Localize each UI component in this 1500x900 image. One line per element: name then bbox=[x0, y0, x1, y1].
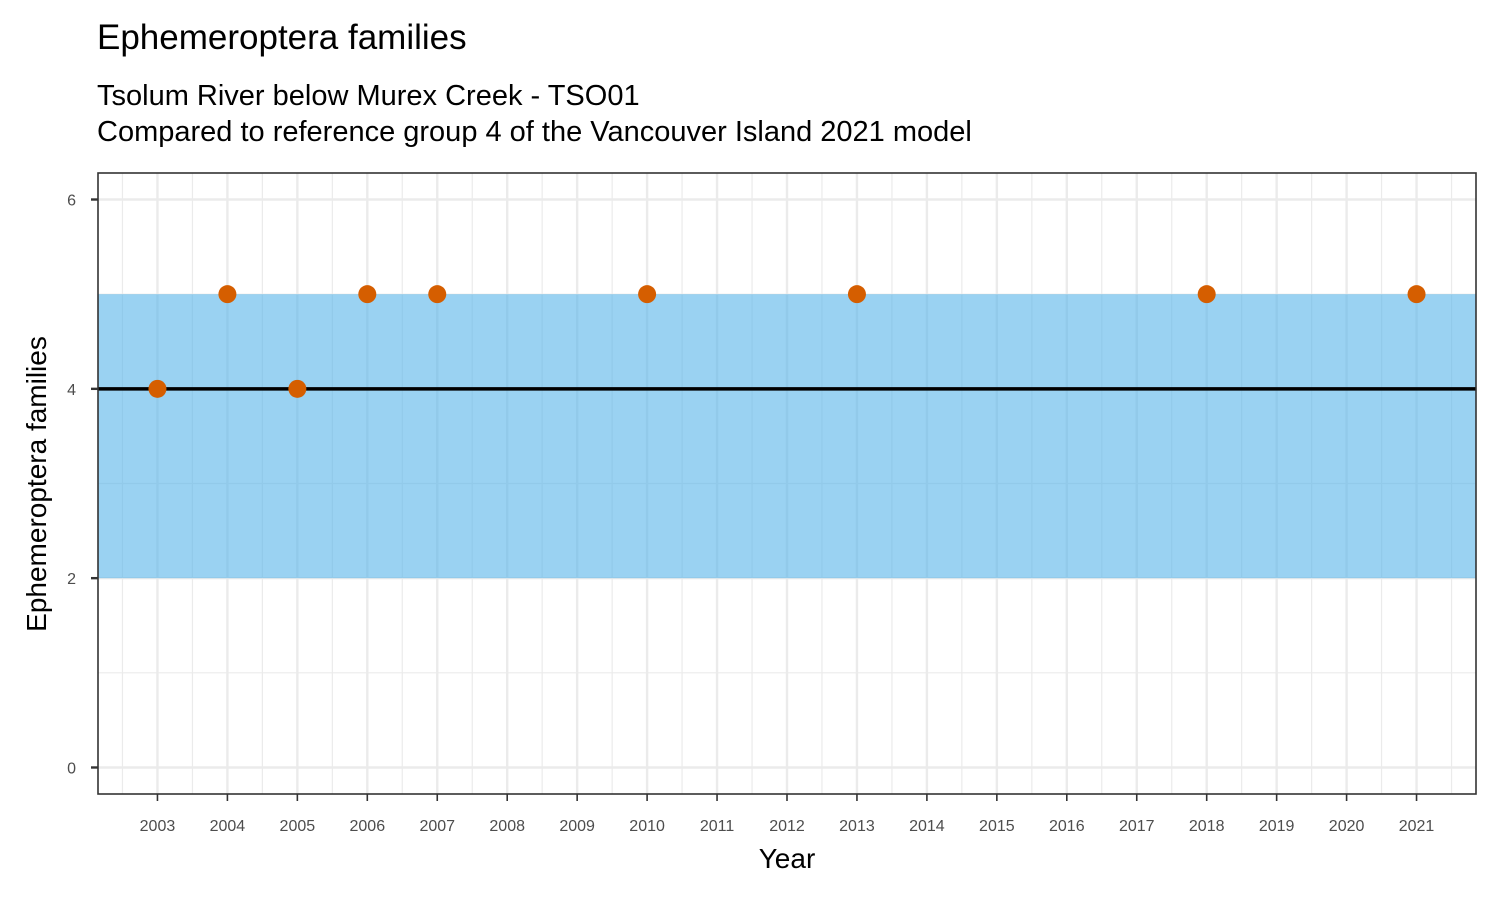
chart-subtitle-line-1: Tsolum River below Murex Creek - TSO01 bbox=[97, 80, 640, 112]
data-points bbox=[148, 285, 1426, 398]
data-point-2021 bbox=[1407, 285, 1426, 304]
x-tick-label: 2006 bbox=[350, 818, 386, 835]
data-point-2004 bbox=[218, 285, 237, 304]
x-tick-label: 2021 bbox=[1399, 818, 1435, 835]
x-tick-label: 2004 bbox=[210, 818, 246, 835]
chart-subtitle-line-2: Compared to reference group 4 of the Van… bbox=[97, 116, 972, 148]
data-point-2010 bbox=[638, 285, 657, 304]
x-tick-label: 2007 bbox=[419, 818, 455, 835]
y-tick-label: 4 bbox=[67, 382, 76, 399]
y-tick-label: 6 bbox=[67, 193, 76, 210]
data-point-2006 bbox=[358, 285, 377, 304]
x-tick-label: 2013 bbox=[839, 818, 875, 835]
x-tick-label: 2018 bbox=[1189, 818, 1225, 835]
x-tick-label: 2011 bbox=[700, 818, 735, 835]
x-tick-label: 2015 bbox=[979, 818, 1015, 835]
x-tick-label: 2017 bbox=[1119, 818, 1155, 835]
y-tick-label: 2 bbox=[67, 571, 76, 588]
x-tick-label: 2005 bbox=[280, 818, 316, 835]
reference-band bbox=[98, 294, 1476, 579]
y-tick-label: 0 bbox=[67, 760, 76, 777]
x-tick-label: 2014 bbox=[909, 818, 945, 835]
x-tick-label: 2009 bbox=[559, 818, 595, 835]
y-axis: 0 2 4 6 bbox=[67, 193, 98, 777]
data-point-2018 bbox=[1197, 285, 1216, 304]
data-point-2007 bbox=[428, 285, 447, 304]
x-tick-label: 2003 bbox=[140, 818, 176, 835]
y-axis-title: Ephemeroptera families bbox=[21, 336, 52, 632]
data-point-2003 bbox=[148, 379, 167, 398]
x-tick-label: 2008 bbox=[489, 818, 525, 835]
x-tick-label: 2010 bbox=[629, 818, 665, 835]
x-tick-label: 2019 bbox=[1259, 818, 1295, 835]
x-axis-title: Year bbox=[759, 843, 816, 874]
data-point-2005 bbox=[288, 379, 307, 398]
data-point-2013 bbox=[847, 285, 866, 304]
chart-title: Ephemeroptera families bbox=[97, 18, 467, 57]
x-tick-label: 2012 bbox=[769, 818, 805, 835]
x-tick-label: 2016 bbox=[1049, 818, 1085, 835]
x-tick-label: 2020 bbox=[1329, 818, 1365, 835]
x-axis: 2003 2004 2005 2006 2007 2008 2009 2010 2011 2012… bbox=[140, 794, 1435, 835]
